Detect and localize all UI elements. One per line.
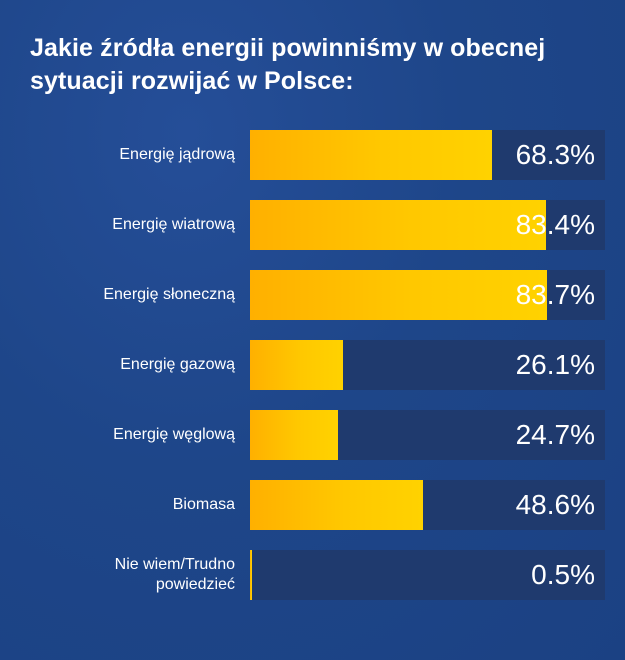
bar-track: 0.5% <box>250 550 605 600</box>
bar-row: Biomasa 48.6% <box>0 480 625 530</box>
bar-row: Energię słoneczną 83.7% <box>0 270 625 320</box>
bar <box>250 480 423 530</box>
value-label: 0.5% <box>531 559 595 590</box>
value-label: 68.3% <box>515 139 595 170</box>
value-label: 24.7% <box>515 419 595 450</box>
bar <box>250 550 252 600</box>
bar-track: 48.6% <box>250 480 605 530</box>
bar <box>250 130 492 180</box>
category-label: Energię gazową <box>120 356 235 373</box>
category-label: Energię węglową <box>113 426 235 443</box>
category-label: Energię słoneczną <box>103 286 235 303</box>
bar-row: Energię gazową 26.1% <box>0 340 625 390</box>
bar-row: Energię wiatrową 83.4% <box>0 200 625 250</box>
bar-track: 68.3% <box>250 130 605 180</box>
value-label: 48.6% <box>515 489 595 520</box>
bar <box>250 340 343 390</box>
value-label: 26.1% <box>515 349 595 380</box>
bar-track: 24.7% <box>250 410 605 460</box>
value-label: 83.7% <box>515 279 595 310</box>
bar-row: Nie wiem/Trudno powiedzieć 0.5% <box>0 550 625 600</box>
bar <box>250 270 547 320</box>
bar <box>250 410 338 460</box>
bar-track: 83.4% <box>250 200 605 250</box>
category-label: Energię wiatrową <box>112 216 235 233</box>
value-label: 83.4% <box>515 209 595 240</box>
category-label: Biomasa <box>172 496 235 513</box>
bar-track: 83.7% <box>250 270 605 320</box>
bar-track: 26.1% <box>250 340 605 390</box>
category-label: Nie wiem/Trudno powiedzieć <box>114 556 235 593</box>
bar-row: Energię jądrową 68.3% <box>0 130 625 180</box>
category-label: Energię jądrową <box>119 146 235 163</box>
bar <box>250 200 546 250</box>
chart-title: Jakie źródła energii powinniśmy w obecne… <box>30 34 546 95</box>
bar-row: Energię węglową 24.7% <box>0 410 625 460</box>
